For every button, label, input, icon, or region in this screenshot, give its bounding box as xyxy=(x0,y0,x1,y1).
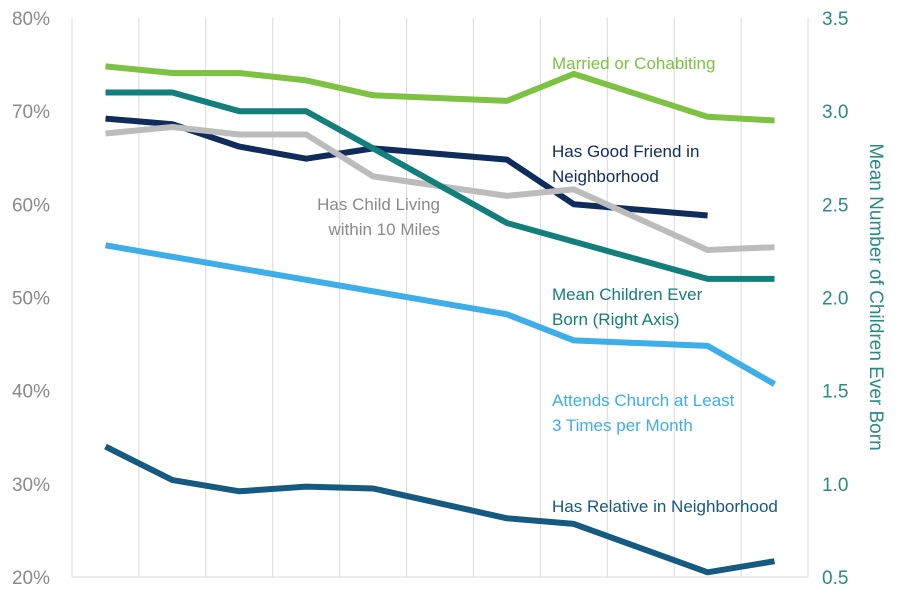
y2-tick-label: 0.5 xyxy=(822,568,848,589)
series-line-3 xyxy=(105,124,775,253)
y2-tick-label: 2.0 xyxy=(822,289,848,310)
y-tick-label: 70% xyxy=(12,102,50,123)
y2-tick-label: 1.5 xyxy=(822,382,848,403)
series-label-4: Mean Children Ever Born (Right Axis) xyxy=(552,285,703,329)
y-tick-label: 60% xyxy=(12,195,50,216)
y-tick-label: 20% xyxy=(12,568,50,589)
y-tick-label: 50% xyxy=(12,289,50,310)
series-line-6 xyxy=(104,443,775,576)
series-line-1 xyxy=(105,63,775,124)
series-labels: Married or Cohabiting Has Good Friend in N… xyxy=(317,54,778,516)
y-tick-label: 30% xyxy=(12,475,50,496)
left-axis-ticks: 20% 30% 40% 50% 60% 70% 80% xyxy=(12,9,50,589)
right-axis-title: Mean Number of Children Ever Born xyxy=(865,143,886,450)
series-line-4 xyxy=(105,89,775,282)
series-label-5: Attends Church at Least 3 Times per Month xyxy=(552,391,735,435)
y-tick-label: 40% xyxy=(12,382,50,403)
y2-tick-label: 3.5 xyxy=(822,9,848,30)
series-line-5 xyxy=(104,242,776,387)
series-label-2: Has Good Friend in Neighborhood xyxy=(552,142,699,186)
series-lines xyxy=(104,63,776,576)
right-axis-ticks: 0.5 1.0 1.5 2.0 2.5 3.0 3.5 xyxy=(822,9,848,589)
y2-tick-label: 2.5 xyxy=(822,195,848,216)
y-tick-label: 80% xyxy=(12,9,50,30)
y2-tick-label: 3.0 xyxy=(822,102,848,123)
series-label-1: Married or Cohabiting xyxy=(552,54,715,73)
y2-tick-label: 1.0 xyxy=(822,475,848,496)
series-label-6: Has Relative in Neighborhood xyxy=(552,497,778,516)
series-label-3: Has Child Living within 10 Miles xyxy=(317,195,440,239)
